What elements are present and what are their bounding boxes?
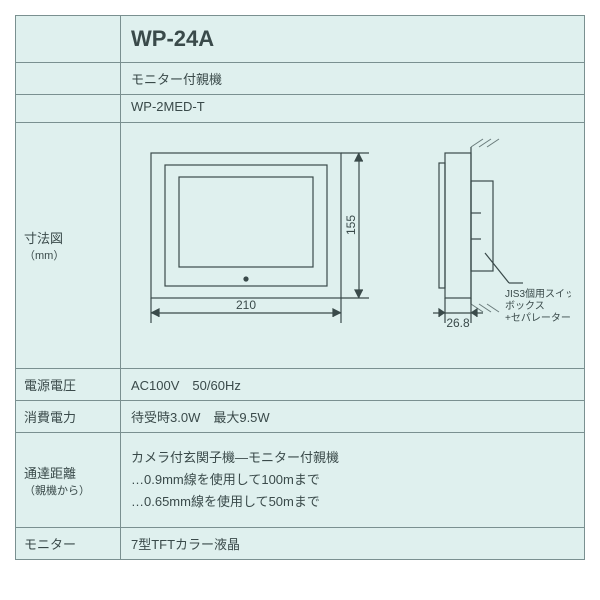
row-model: WP-2MED-T xyxy=(16,95,584,122)
spec-table: WP-24A モニター付親機 WP-2MED-T 寸法図 （mm） xyxy=(15,15,585,560)
range-value: カメラ付玄関子機―モニター付親機 …0.9mm線を使用して100mまで …0.6… xyxy=(121,433,584,527)
product-title: WP-24A xyxy=(121,16,584,62)
row-monitor: モニター 7型TFTカラー液晶 xyxy=(16,528,584,559)
dimensions-label: 寸法図 （mm） xyxy=(16,123,121,368)
power-label: 消費電力 xyxy=(16,401,121,432)
dimensions-label-sub: （mm） xyxy=(24,247,112,263)
monitor-value: 7型TFTカラー液晶 xyxy=(121,528,584,559)
dimension-svg: 210 155 xyxy=(131,133,571,358)
monitor-label: モニター xyxy=(16,528,121,559)
row-title: WP-24A xyxy=(16,16,584,63)
model-label-cell xyxy=(16,95,121,122)
svg-text:26.8: 26.8 xyxy=(446,316,470,330)
product-model: WP-2MED-T xyxy=(121,95,584,122)
range-label-text: 通達距離 xyxy=(24,463,112,482)
voltage-label: 電源電圧 xyxy=(16,369,121,400)
subtitle-label-cell xyxy=(16,63,121,95)
range-line1: カメラ付玄関子機―モニター付親機 xyxy=(131,447,574,469)
row-range: 通達距離 （親機から） カメラ付玄関子機―モニター付親機 …0.9mm線を使用し… xyxy=(16,433,584,528)
row-subtitle: モニター付親機 xyxy=(16,63,584,95)
dimensions-diagram: 210 155 xyxy=(121,123,584,368)
svg-text:210: 210 xyxy=(236,298,256,312)
product-subtitle: モニター付親機 xyxy=(121,63,584,95)
svg-text:ボックス: ボックス xyxy=(505,300,545,312)
svg-text:+セパレーター: +セパレーター xyxy=(505,312,571,324)
voltage-value: AC100V 50/60Hz xyxy=(121,369,584,400)
range-line3: …0.65mm線を使用して50mまで xyxy=(131,491,574,513)
svg-text:JIS3個用スイッチ: JIS3個用スイッチ xyxy=(505,287,571,300)
range-label-sub: （親機から） xyxy=(24,482,112,498)
row-power: 消費電力 待受時3.0W 最大9.5W xyxy=(16,401,584,433)
power-value: 待受時3.0W 最大9.5W xyxy=(121,401,584,432)
range-line2: …0.9mm線を使用して100mまで xyxy=(131,469,574,491)
range-label: 通達距離 （親機から） xyxy=(16,433,121,527)
row-voltage: 電源電圧 AC100V 50/60Hz xyxy=(16,369,584,401)
row-dimensions: 寸法図 （mm） xyxy=(16,122,584,369)
dimensions-label-text: 寸法図 xyxy=(24,228,112,247)
svg-text:155: 155 xyxy=(344,215,358,235)
title-label-cell xyxy=(16,16,121,62)
